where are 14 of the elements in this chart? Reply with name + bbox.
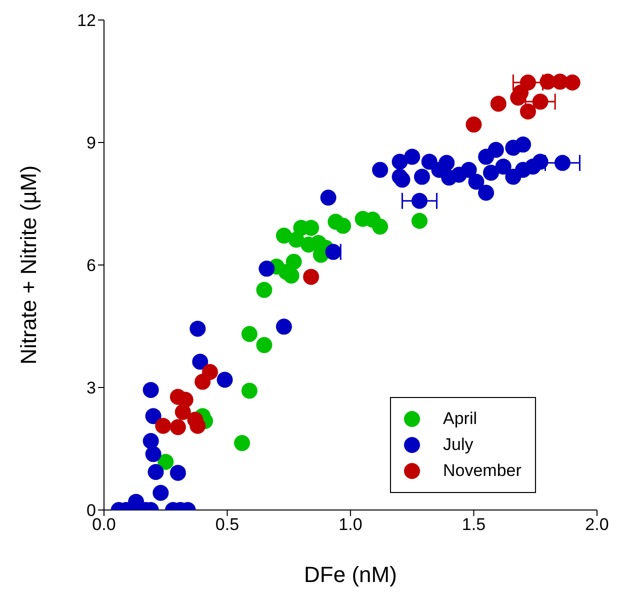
- y-tick-label: 6: [86, 256, 96, 276]
- legend-label: July: [443, 435, 474, 455]
- x-tick-label: 2.0: [585, 515, 609, 534]
- x-tick-label: 0.5: [215, 515, 240, 534]
- legend-label: November: [443, 461, 522, 481]
- y-tick-label: 3: [86, 378, 96, 398]
- y-tick-label: 9: [86, 134, 96, 153]
- x-tick-label: 1.5: [462, 515, 486, 534]
- x-axis-title: DFe (nM): [304, 562, 397, 587]
- x-tick-label: 1.0: [338, 515, 362, 534]
- legend-label: April: [443, 409, 478, 429]
- x-tick-label: 0.0: [92, 515, 116, 534]
- y-tick-label: 12: [77, 11, 96, 30]
- y-axis-title: Nitrate + Nitrite (µM): [16, 165, 41, 365]
